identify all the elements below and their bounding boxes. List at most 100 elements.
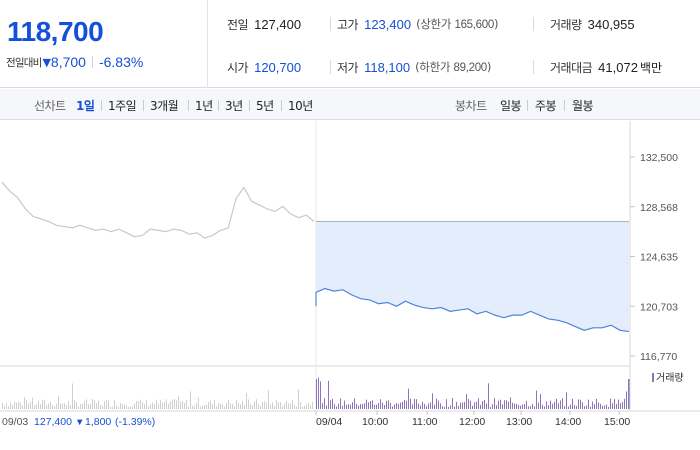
volume-bar [16, 403, 17, 409]
volume-bar [472, 405, 473, 409]
volume-bar [90, 403, 91, 409]
volume-bar [552, 403, 553, 409]
volume-bar [568, 406, 569, 409]
volume-bar [122, 404, 123, 409]
volume-bar [22, 405, 23, 409]
x-tick-label: 13:00 [506, 416, 532, 428]
volume-bar [326, 405, 327, 409]
upper-limit-label: (상한가 [416, 17, 452, 31]
volume-bar [502, 404, 503, 409]
volume-bar [620, 403, 621, 409]
volume-bar [526, 400, 527, 409]
y-tick-label: 132,500 [640, 152, 678, 164]
volume-bar [54, 406, 55, 409]
intraday-chart: 132,500 128,568 124,635 120,703 116,770 09/0… [0, 121, 700, 428]
volume-bar [146, 399, 147, 409]
volume-bar [414, 398, 415, 409]
volume-bar [176, 400, 177, 409]
prev-day-down-arrow-icon: ▼ [75, 417, 84, 428]
volume-bar [74, 400, 75, 409]
volume-bar [8, 406, 9, 409]
tab-monthly-candle[interactable]: 월봉 [572, 99, 594, 113]
volume-bar [532, 404, 533, 409]
divider [330, 60, 331, 74]
volume-bar [198, 397, 199, 409]
volume-bar [404, 399, 405, 409]
volume-bar [372, 400, 373, 409]
volume-bar [292, 399, 293, 409]
tab-3-months[interactable]: 3개월 [150, 99, 179, 113]
volume-bar [26, 400, 27, 409]
tab-weekly-candle[interactable]: 주봉 [535, 99, 557, 113]
volume-bar [136, 400, 137, 409]
volume-bar [266, 402, 267, 409]
volume-bar [610, 398, 611, 409]
volume-bar [604, 405, 605, 409]
volume-bar [260, 405, 261, 409]
volume-bar [200, 406, 201, 409]
volume-bar [12, 404, 13, 409]
volume-bar [506, 400, 507, 409]
tab-1-year[interactable]: 1년 [195, 99, 213, 113]
volume-bar [390, 402, 391, 409]
volume-bar [34, 405, 35, 409]
volume-bar [408, 388, 409, 409]
volume-bar [424, 403, 425, 409]
volume-bar [86, 399, 87, 409]
volume-bar [174, 399, 175, 409]
volume-bar [460, 402, 461, 409]
volume-bar [182, 400, 183, 409]
tab-10-years[interactable]: 10년 [288, 99, 313, 113]
volume-bar [434, 404, 435, 409]
stat-prev-close: 전일 127,400 [227, 14, 301, 34]
volume-bar [132, 406, 133, 409]
volume-bar [238, 402, 239, 409]
stat-label: 저가 [337, 60, 359, 75]
tab-3-years[interactable]: 3년 [225, 99, 243, 113]
volume-bar [410, 398, 411, 409]
stat-value: 127,400 [254, 16, 302, 32]
divider [281, 100, 282, 111]
volume-bar [602, 405, 603, 409]
volume-bar [2, 403, 3, 409]
volume-bar [392, 406, 393, 409]
divider [91, 56, 93, 68]
tab-daily-candle[interactable]: 일봉 [500, 99, 522, 113]
volume-bar [384, 404, 385, 409]
prev-day-change: 1,800 [85, 416, 111, 428]
volume-bar [476, 401, 477, 409]
volume-bar [394, 404, 395, 409]
volume-bar [422, 401, 423, 409]
divider [188, 100, 189, 111]
volume-bar [214, 399, 215, 409]
volume-bar [438, 400, 439, 409]
volume-bar [524, 403, 525, 409]
volume-bar [488, 383, 489, 409]
volume-bar [10, 402, 11, 409]
volume-bar [370, 400, 371, 409]
tab-1-week[interactable]: 1주일 [108, 99, 137, 113]
volume-bar [364, 403, 365, 409]
volume-bar [580, 399, 581, 409]
volume-bar [490, 406, 491, 409]
volume-bar [588, 399, 589, 409]
volume-bar [126, 405, 127, 409]
tab-5-years[interactable]: 5년 [256, 99, 274, 113]
volume-bar [40, 404, 41, 409]
volume-bar [464, 401, 465, 409]
stat-value: 340,955 [587, 16, 635, 32]
volume-bar [308, 402, 309, 409]
volume-bar [108, 400, 109, 409]
volume-bar [618, 399, 619, 409]
volume-bar [374, 404, 375, 409]
volume-bar [368, 402, 369, 409]
volume-bar [494, 398, 495, 409]
volume-bar [24, 397, 25, 409]
volume-bar [498, 400, 499, 409]
x-tick-label: 12:00 [459, 416, 485, 428]
volume-bar [58, 395, 59, 409]
volume-bar [582, 402, 583, 409]
volume-bar [262, 402, 263, 409]
stat-value: 41,072 [598, 59, 638, 75]
tab-1-day[interactable]: 1일 [76, 99, 95, 113]
